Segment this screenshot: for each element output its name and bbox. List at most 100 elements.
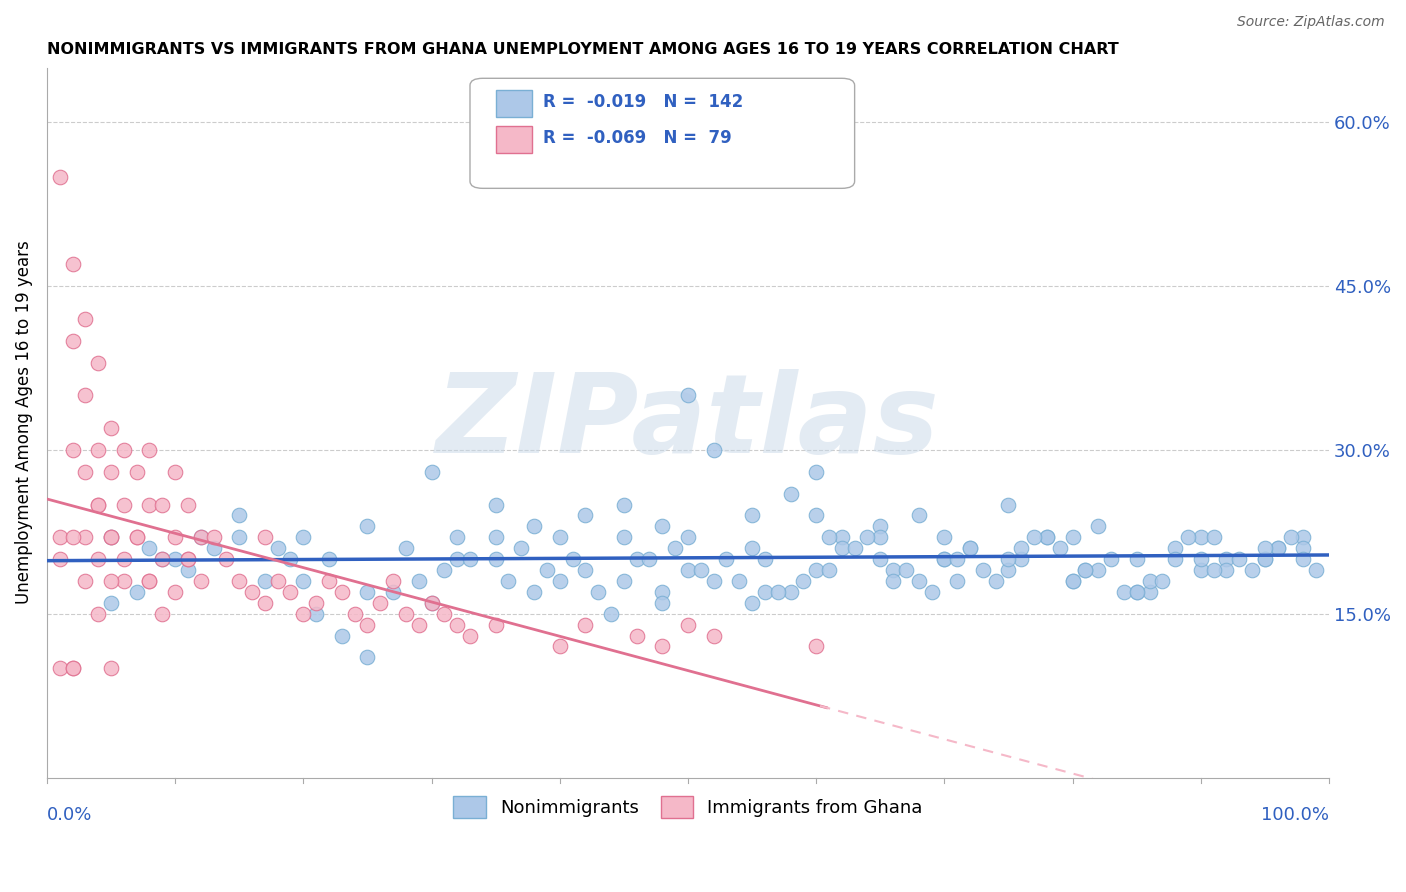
Point [87, 607, 110, 621]
Point [112, 552, 135, 566]
Point [112, 498, 135, 512]
Point [395, 607, 418, 621]
Point [253, 574, 276, 588]
Point [253, 596, 276, 610]
Point [446, 617, 468, 632]
Point [1279, 530, 1302, 544]
Point [356, 650, 378, 665]
Point [75, 311, 97, 326]
Point [343, 607, 366, 621]
Point [356, 519, 378, 533]
Legend: Nonimmigrants, Immigrants from Ghana: Nonimmigrants, Immigrants from Ghana [446, 789, 931, 825]
Point [100, 421, 122, 435]
Point [1062, 530, 1084, 544]
Point [420, 465, 443, 479]
Point [485, 552, 508, 566]
Point [1164, 552, 1187, 566]
Point [446, 552, 468, 566]
Point [638, 552, 661, 566]
Point [882, 574, 904, 588]
Point [869, 530, 891, 544]
Point [356, 617, 378, 632]
Point [1267, 541, 1289, 556]
Point [804, 640, 827, 654]
Point [574, 563, 596, 577]
Point [395, 541, 418, 556]
Point [626, 552, 648, 566]
Point [804, 465, 827, 479]
Point [1152, 574, 1174, 588]
Point [138, 442, 160, 457]
Point [1010, 552, 1032, 566]
Point [292, 530, 315, 544]
Point [651, 596, 673, 610]
Point [150, 607, 173, 621]
Point [177, 552, 200, 566]
Point [818, 563, 841, 577]
Point [548, 530, 571, 544]
Point [1202, 530, 1225, 544]
Point [1164, 541, 1187, 556]
Point [1292, 541, 1315, 556]
Point [177, 498, 200, 512]
Point [125, 530, 148, 544]
Point [165, 530, 187, 544]
Point [561, 552, 583, 566]
Point [100, 530, 122, 544]
Point [266, 574, 288, 588]
Point [1049, 541, 1071, 556]
Point [292, 574, 315, 588]
Point [676, 617, 699, 632]
Point [420, 596, 443, 610]
Point [676, 563, 699, 577]
Point [48, 530, 70, 544]
Text: 0.0%: 0.0% [46, 806, 93, 824]
Point [228, 508, 250, 523]
Point [934, 552, 956, 566]
Point [266, 541, 288, 556]
Point [689, 563, 711, 577]
Point [125, 585, 148, 599]
Point [804, 563, 827, 577]
Point [382, 574, 405, 588]
Point [62, 661, 84, 675]
Point [882, 563, 904, 577]
Point [356, 585, 378, 599]
Point [728, 574, 751, 588]
Point [1112, 585, 1135, 599]
Point [1254, 552, 1277, 566]
Point [215, 552, 238, 566]
Point [100, 596, 122, 610]
Point [177, 552, 200, 566]
Point [1125, 552, 1147, 566]
Point [190, 530, 212, 544]
Point [984, 574, 1007, 588]
Point [1139, 574, 1161, 588]
Point [368, 596, 391, 610]
Point [48, 169, 70, 184]
Point [548, 640, 571, 654]
Point [510, 541, 533, 556]
Point [485, 617, 508, 632]
Point [613, 574, 636, 588]
Point [433, 607, 456, 621]
Point [138, 574, 160, 588]
Point [87, 498, 110, 512]
Point [676, 530, 699, 544]
Point [1099, 552, 1122, 566]
Point [548, 574, 571, 588]
Point [1139, 585, 1161, 599]
Point [716, 552, 738, 566]
Point [831, 541, 853, 556]
Point [112, 442, 135, 457]
Point [330, 629, 353, 643]
Point [869, 552, 891, 566]
Point [997, 563, 1019, 577]
Point [1125, 585, 1147, 599]
Point [280, 585, 302, 599]
Point [959, 541, 981, 556]
Point [446, 530, 468, 544]
Point [100, 465, 122, 479]
Text: ZIPatlas: ZIPatlas [436, 369, 939, 476]
Point [100, 661, 122, 675]
